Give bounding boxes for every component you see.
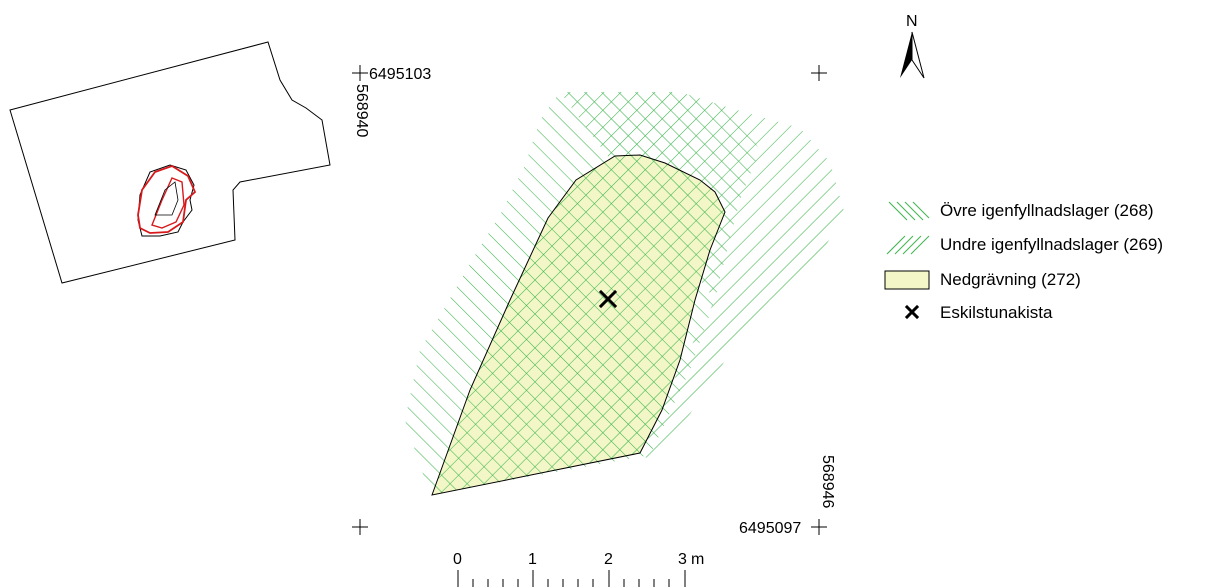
- scale-tick-3: 3: [678, 551, 687, 568]
- legend-label-upper-backfill: Övre igenfyllnadslager (268): [940, 201, 1154, 220]
- legend-item-upper-backfill: Övre igenfyllnadslager (268): [883, 199, 1154, 223]
- coordinate-grid-crosses: [352, 65, 827, 535]
- north-arrow-label: N: [906, 13, 918, 30]
- grid-cross-top-left: [352, 65, 368, 81]
- grid-cross-top-right: [811, 65, 827, 81]
- legend-item-eskilstunakista: Eskilstunakista: [883, 301, 1052, 325]
- legend-label-lower-backfill: Undre igenfyllnadslager (269): [940, 235, 1164, 254]
- legend-item-excavation: Nedgrävning (272): [883, 268, 1081, 292]
- excavation-272-hatch-lower: [431, 154, 726, 496]
- legend-label-eskilstunakista: Eskilstunakista: [940, 303, 1053, 322]
- scale-tick-0: 0: [453, 551, 462, 568]
- overview-excavation-highlight: [137, 164, 197, 237]
- legend-swatch-hatch-ascending: [883, 234, 931, 256]
- scale-tick-2: 2: [604, 551, 613, 568]
- scale-unit: m: [691, 551, 704, 568]
- legend-item-lower-backfill: Undre igenfyllnadslager (269): [883, 233, 1163, 257]
- coord-top-left-easting: 568940: [353, 84, 370, 137]
- legend-swatch-hatch-descending: [883, 200, 931, 222]
- overview-site-outline: [9, 41, 331, 284]
- legend-swatch-fill: [883, 269, 931, 291]
- legend-swatch-x-marker-icon: [883, 302, 931, 324]
- coord-top-left-northing: 6495103: [369, 66, 431, 83]
- coord-bottom-right-northing: 6495097: [739, 520, 801, 537]
- coord-bottom-right-easting: 568946: [819, 455, 836, 508]
- scale-bar: [457, 570, 686, 587]
- legend-label-excavation: Nedgrävning (272): [940, 270, 1081, 289]
- grid-cross-bottom-left: [352, 519, 368, 535]
- grid-cross-bottom-right: [811, 519, 827, 535]
- eskilstunakista-marker: [598, 289, 618, 309]
- overview-inset-map: [9, 41, 331, 284]
- north-arrow-icon: [900, 31, 925, 79]
- scale-tick-1: 1: [528, 551, 537, 568]
